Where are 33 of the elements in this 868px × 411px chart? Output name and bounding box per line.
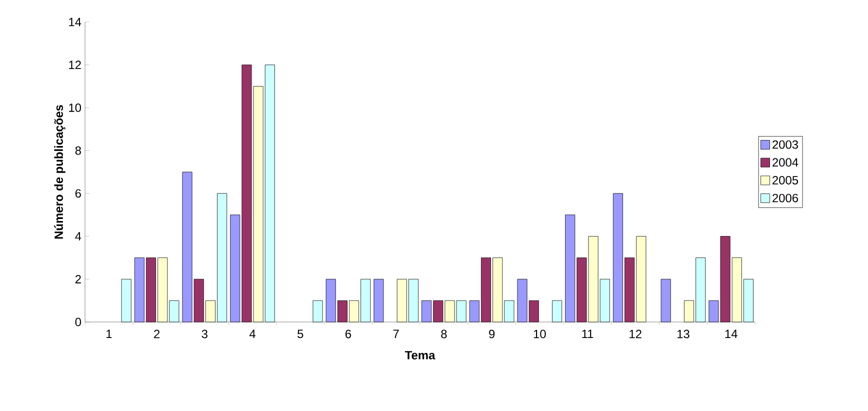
x-tick-label: 10 xyxy=(534,330,546,338)
legend-label: 2003 xyxy=(772,140,798,149)
x-tick-label: 4 xyxy=(249,330,256,338)
y-tick-label: 2 xyxy=(75,274,81,284)
bar xyxy=(660,278,671,322)
y-tick-label: 8 xyxy=(75,146,81,155)
bar xyxy=(552,300,562,322)
y-tick-label: 10 xyxy=(69,103,82,112)
x-tick-label: 6 xyxy=(346,330,352,338)
bar xyxy=(312,300,323,322)
x-tick-label: 11 xyxy=(582,330,594,338)
legend-label: 2006 xyxy=(772,194,798,202)
x-tick-label: 1 xyxy=(106,330,112,338)
x-axis-title: Tema xyxy=(404,351,436,360)
x-tick-label: 14 xyxy=(725,330,738,338)
bar xyxy=(121,278,132,322)
y-tick-label: 4 xyxy=(75,232,82,240)
x-tick-label: 9 xyxy=(489,330,495,338)
bar xyxy=(374,278,384,322)
x-tick-label: 8 xyxy=(441,330,447,338)
y-tick-label: 12 xyxy=(69,60,81,70)
x-tick-label: 12 xyxy=(630,330,642,338)
legend-label: 2004 xyxy=(772,158,798,167)
x-tick-label: 13 xyxy=(677,330,690,338)
x-tick-label: 7 xyxy=(393,330,399,338)
x-tick-label: 5 xyxy=(298,330,304,338)
x-tick-label: 3 xyxy=(202,330,208,338)
y-tick-label: 0 xyxy=(75,318,82,326)
y-tick-label: 14 xyxy=(69,18,82,26)
y-axis-title: Número de publicações xyxy=(54,105,66,239)
y-tick-label: 6 xyxy=(75,189,81,198)
x-tick-label: 2 xyxy=(154,330,160,338)
legend-label: 2005 xyxy=(772,176,798,184)
